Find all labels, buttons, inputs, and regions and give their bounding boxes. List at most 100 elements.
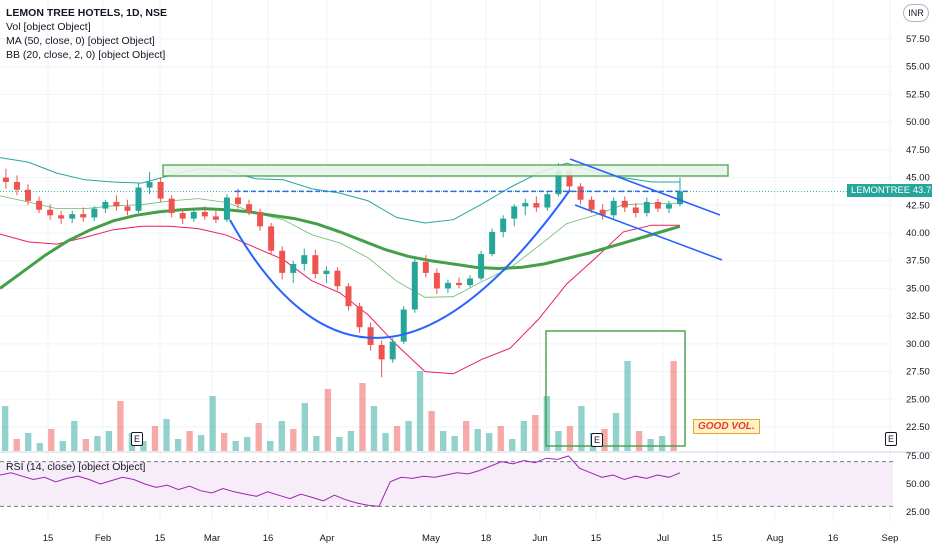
volume-bar bbox=[163, 419, 170, 451]
volume-bar bbox=[428, 411, 435, 451]
volume-bar bbox=[2, 406, 9, 451]
candle-body bbox=[400, 309, 407, 342]
volume-bar bbox=[336, 437, 343, 451]
candle-body bbox=[179, 213, 186, 219]
time-tick-label: Sep bbox=[882, 533, 899, 544]
volume-bar bbox=[71, 421, 78, 451]
volume-bar bbox=[647, 439, 654, 451]
ma-legend[interactable]: MA (50, close, 0) [object Object] bbox=[6, 35, 155, 47]
candle-body bbox=[2, 177, 9, 183]
candle-body bbox=[279, 250, 286, 273]
candle-body bbox=[566, 170, 573, 187]
candle-body bbox=[433, 272, 440, 289]
volume-bar bbox=[439, 431, 447, 451]
candle-body bbox=[643, 201, 650, 214]
time-tick-label: 15 bbox=[591, 533, 602, 544]
volume-bar bbox=[25, 433, 32, 451]
price-tick-label: 42.50 bbox=[906, 200, 930, 211]
volume-bar bbox=[186, 431, 193, 451]
volume-bar bbox=[658, 436, 666, 451]
volume-bar bbox=[117, 401, 124, 451]
candle-body bbox=[13, 182, 20, 190]
volume-bar bbox=[209, 396, 216, 451]
candle-body bbox=[378, 344, 385, 360]
candle-body bbox=[47, 209, 54, 216]
rsi-pane bbox=[0, 455, 893, 507]
rsi-tick-label: 50.00 bbox=[906, 479, 930, 490]
candle-body bbox=[345, 286, 352, 307]
volume-bar bbox=[578, 406, 585, 451]
volume-bar bbox=[94, 436, 101, 451]
volume-bar bbox=[36, 443, 43, 451]
volume-bar bbox=[255, 423, 262, 451]
time-tick-label: 15 bbox=[155, 533, 166, 544]
earnings-marker[interactable]: E bbox=[131, 432, 143, 446]
candle-body bbox=[632, 207, 639, 214]
time-tick-label: Apr bbox=[320, 533, 335, 544]
cup-curve bbox=[229, 189, 571, 339]
volume-legend[interactable]: Vol [object Object] bbox=[6, 21, 91, 33]
price-grid bbox=[0, 0, 932, 522]
earnings-marker[interactable]: E bbox=[885, 432, 897, 446]
volume-bar bbox=[197, 435, 205, 451]
resistance-zone bbox=[162, 164, 729, 177]
time-tick-label: Jul bbox=[657, 533, 669, 544]
candle-body bbox=[356, 306, 363, 328]
candle-body bbox=[223, 197, 230, 220]
rsi-tick-label: 25.00 bbox=[906, 507, 930, 518]
volume-bar bbox=[612, 413, 620, 451]
volume-bar bbox=[48, 429, 55, 451]
rsi-legend[interactable]: RSI (14, close) [object Object] bbox=[6, 461, 146, 473]
currency-badge[interactable]: INR bbox=[903, 4, 929, 22]
candle-body bbox=[323, 270, 330, 275]
price-tick-label: 55.00 bbox=[906, 62, 930, 73]
price-tick-label: 57.50 bbox=[906, 34, 930, 45]
candlesticks bbox=[2, 163, 683, 378]
volume-bar bbox=[359, 383, 366, 451]
volume-bar bbox=[555, 431, 562, 451]
volume-bar bbox=[474, 429, 481, 451]
candle-body bbox=[467, 278, 474, 286]
candle-body bbox=[478, 254, 485, 279]
price-tick-label: 37.50 bbox=[906, 256, 930, 267]
price-tick-label: 45.00 bbox=[906, 173, 930, 184]
price-tag-symbol: LEMONTREE bbox=[851, 185, 911, 196]
volume-bar bbox=[393, 426, 401, 451]
flag-upper-trendline bbox=[569, 158, 721, 216]
volume-bar bbox=[290, 429, 297, 451]
candle-body bbox=[58, 215, 65, 219]
time-tick-label: Feb bbox=[95, 533, 111, 544]
price-axis[interactable]: 57.50 55.00 52.50 50.00 47.50 45.00 42.50 40.00… bbox=[906, 34, 930, 518]
bb-legend[interactable]: BB (20, close, 2, 0) [object Object] bbox=[6, 49, 166, 61]
time-axis[interactable]: 15 Feb 15 Mar 16 Apr May 18 Jun 15 Jul 15 Aug 16 Sep bbox=[43, 533, 899, 544]
earnings-marker[interactable]: E bbox=[591, 433, 603, 447]
volume-bar bbox=[140, 441, 147, 451]
time-tick-label: 16 bbox=[263, 533, 274, 544]
volume-bar bbox=[382, 433, 389, 451]
bollinger-bands bbox=[0, 157, 680, 375]
price-tick-label: 47.50 bbox=[906, 145, 930, 156]
candle-body bbox=[257, 211, 264, 227]
candle-body bbox=[544, 194, 551, 208]
candle-body bbox=[290, 264, 297, 273]
candle-body bbox=[157, 182, 164, 199]
volume-bar bbox=[486, 433, 493, 451]
price-tick-label: 50.00 bbox=[906, 117, 930, 128]
candle-body bbox=[135, 187, 142, 211]
symbol-title[interactable]: LEMON TREE HOTELS, 1D, NSE bbox=[6, 7, 168, 19]
volume-bar bbox=[313, 436, 320, 451]
good-vol-annotation: GOOD VOL. bbox=[693, 419, 760, 434]
candle-body bbox=[334, 270, 341, 287]
candle-body bbox=[411, 261, 418, 310]
volume-bar bbox=[566, 426, 574, 451]
rsi-band bbox=[0, 461, 893, 507]
volume-bar bbox=[267, 441, 274, 451]
volume-bar bbox=[509, 439, 516, 451]
candle-body bbox=[212, 216, 219, 220]
volume-bar bbox=[220, 433, 228, 451]
volume-bar bbox=[543, 396, 551, 451]
candle-body bbox=[665, 204, 672, 209]
candle-body bbox=[25, 189, 32, 201]
price-tick-label: 35.00 bbox=[906, 283, 930, 294]
